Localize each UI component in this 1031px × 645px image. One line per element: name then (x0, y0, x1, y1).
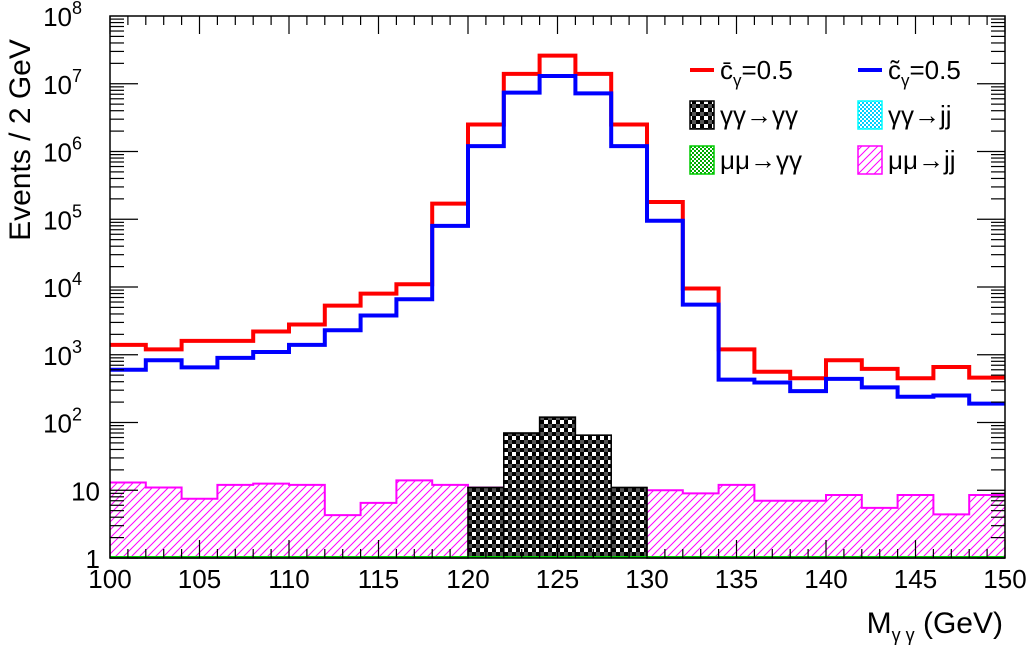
bar-mumu-jj-9 (432, 484, 468, 558)
bar-gg-gg-13 (575, 435, 612, 558)
bar-mumu-jj-5 (289, 484, 325, 558)
y-axis-title: Events / 2 GeV (4, 39, 37, 241)
x-tick-label: 130 (625, 564, 668, 594)
y-tick-label: 107 (43, 66, 82, 100)
legend-label-mumu-jj: μμ→jj (888, 145, 956, 175)
y-tick-label: 1 (86, 544, 100, 574)
axes-layer: 100 105 110 115 120 125 130 135 140 145 1501101021… (43, 0, 1027, 594)
y-tick-label: 106 (43, 134, 82, 168)
bar-mumu-jj-24 (969, 495, 1005, 558)
legend-swatch-gg-jj (857, 100, 883, 130)
x-tick-label: 115 (358, 564, 399, 594)
x-tick-label: 110 (268, 564, 309, 594)
x-axis-title-sub: γ γ (892, 625, 915, 645)
bar-mumu-jj-0 (110, 482, 146, 558)
bar-mumu-jj-18 (754, 500, 791, 558)
legend-label-ctilde: c̃γ=0.5 (888, 55, 961, 90)
x-axis-title-unit: (GeV) (915, 607, 1003, 640)
bar-gg-gg-14 (611, 487, 647, 558)
bar-gg-gg-10 (468, 487, 504, 558)
legend-swatch-mumu-gg (689, 145, 715, 175)
x-tick-label: 105 (178, 564, 221, 594)
x-tick-label: 100 (88, 564, 131, 594)
x-tick-label: 125 (536, 564, 579, 594)
y-tick-label: 104 (43, 269, 82, 303)
x-tick-label: 150 (983, 564, 1026, 594)
bar-mumu-jj-16 (682, 493, 719, 558)
legend-swatch-gg-gg (689, 100, 715, 130)
bar-gg-gg-11 (503, 432, 540, 558)
y-tick-label: 103 (43, 337, 82, 371)
y-tick-label: 108 (43, 0, 82, 32)
legend: c̄γ=0.5 c̃γ=0.5 γγ→γγ γγ→jj μμ→γγ μμ→jj (689, 55, 961, 175)
y-tick-label: 105 (43, 201, 82, 235)
bar-mumu-jj-15 (647, 490, 683, 558)
x-tick-label: 145 (894, 564, 937, 594)
series-line-ctilde (110, 74, 1005, 406)
x-axis-title: Mγ γ (GeV) (867, 607, 1003, 645)
bar-mumu-jj-19 (790, 500, 826, 558)
bar-mumu-jj-8 (396, 480, 433, 558)
x-axis-title-main: M (867, 607, 892, 640)
y-tick-label: 102 (43, 405, 82, 439)
bar-mumu-jj-20 (826, 495, 862, 558)
bar-mumu-jj-1 (145, 487, 182, 558)
legend-label-cbar: c̄γ=0.5 (720, 55, 793, 90)
legend-swatch-mumu-jj (857, 145, 883, 175)
x-tick-label: 135 (715, 564, 758, 594)
x-tick-label: 120 (446, 564, 489, 594)
x-tick-label: 140 (804, 564, 847, 594)
legend-label-gg-jj: γγ→jj (888, 100, 952, 130)
legend-label-gg-gg: γγ→γγ (720, 100, 798, 130)
bar-gg-gg-12 (539, 417, 576, 558)
series-line-cbar (110, 53, 1005, 381)
bar-mumu-jj-4 (253, 483, 289, 558)
legend-label-mumu-gg: μμ→γγ (720, 145, 802, 175)
y-tick-label: 10 (71, 476, 100, 506)
bar-mumu-jj-3 (217, 484, 254, 558)
